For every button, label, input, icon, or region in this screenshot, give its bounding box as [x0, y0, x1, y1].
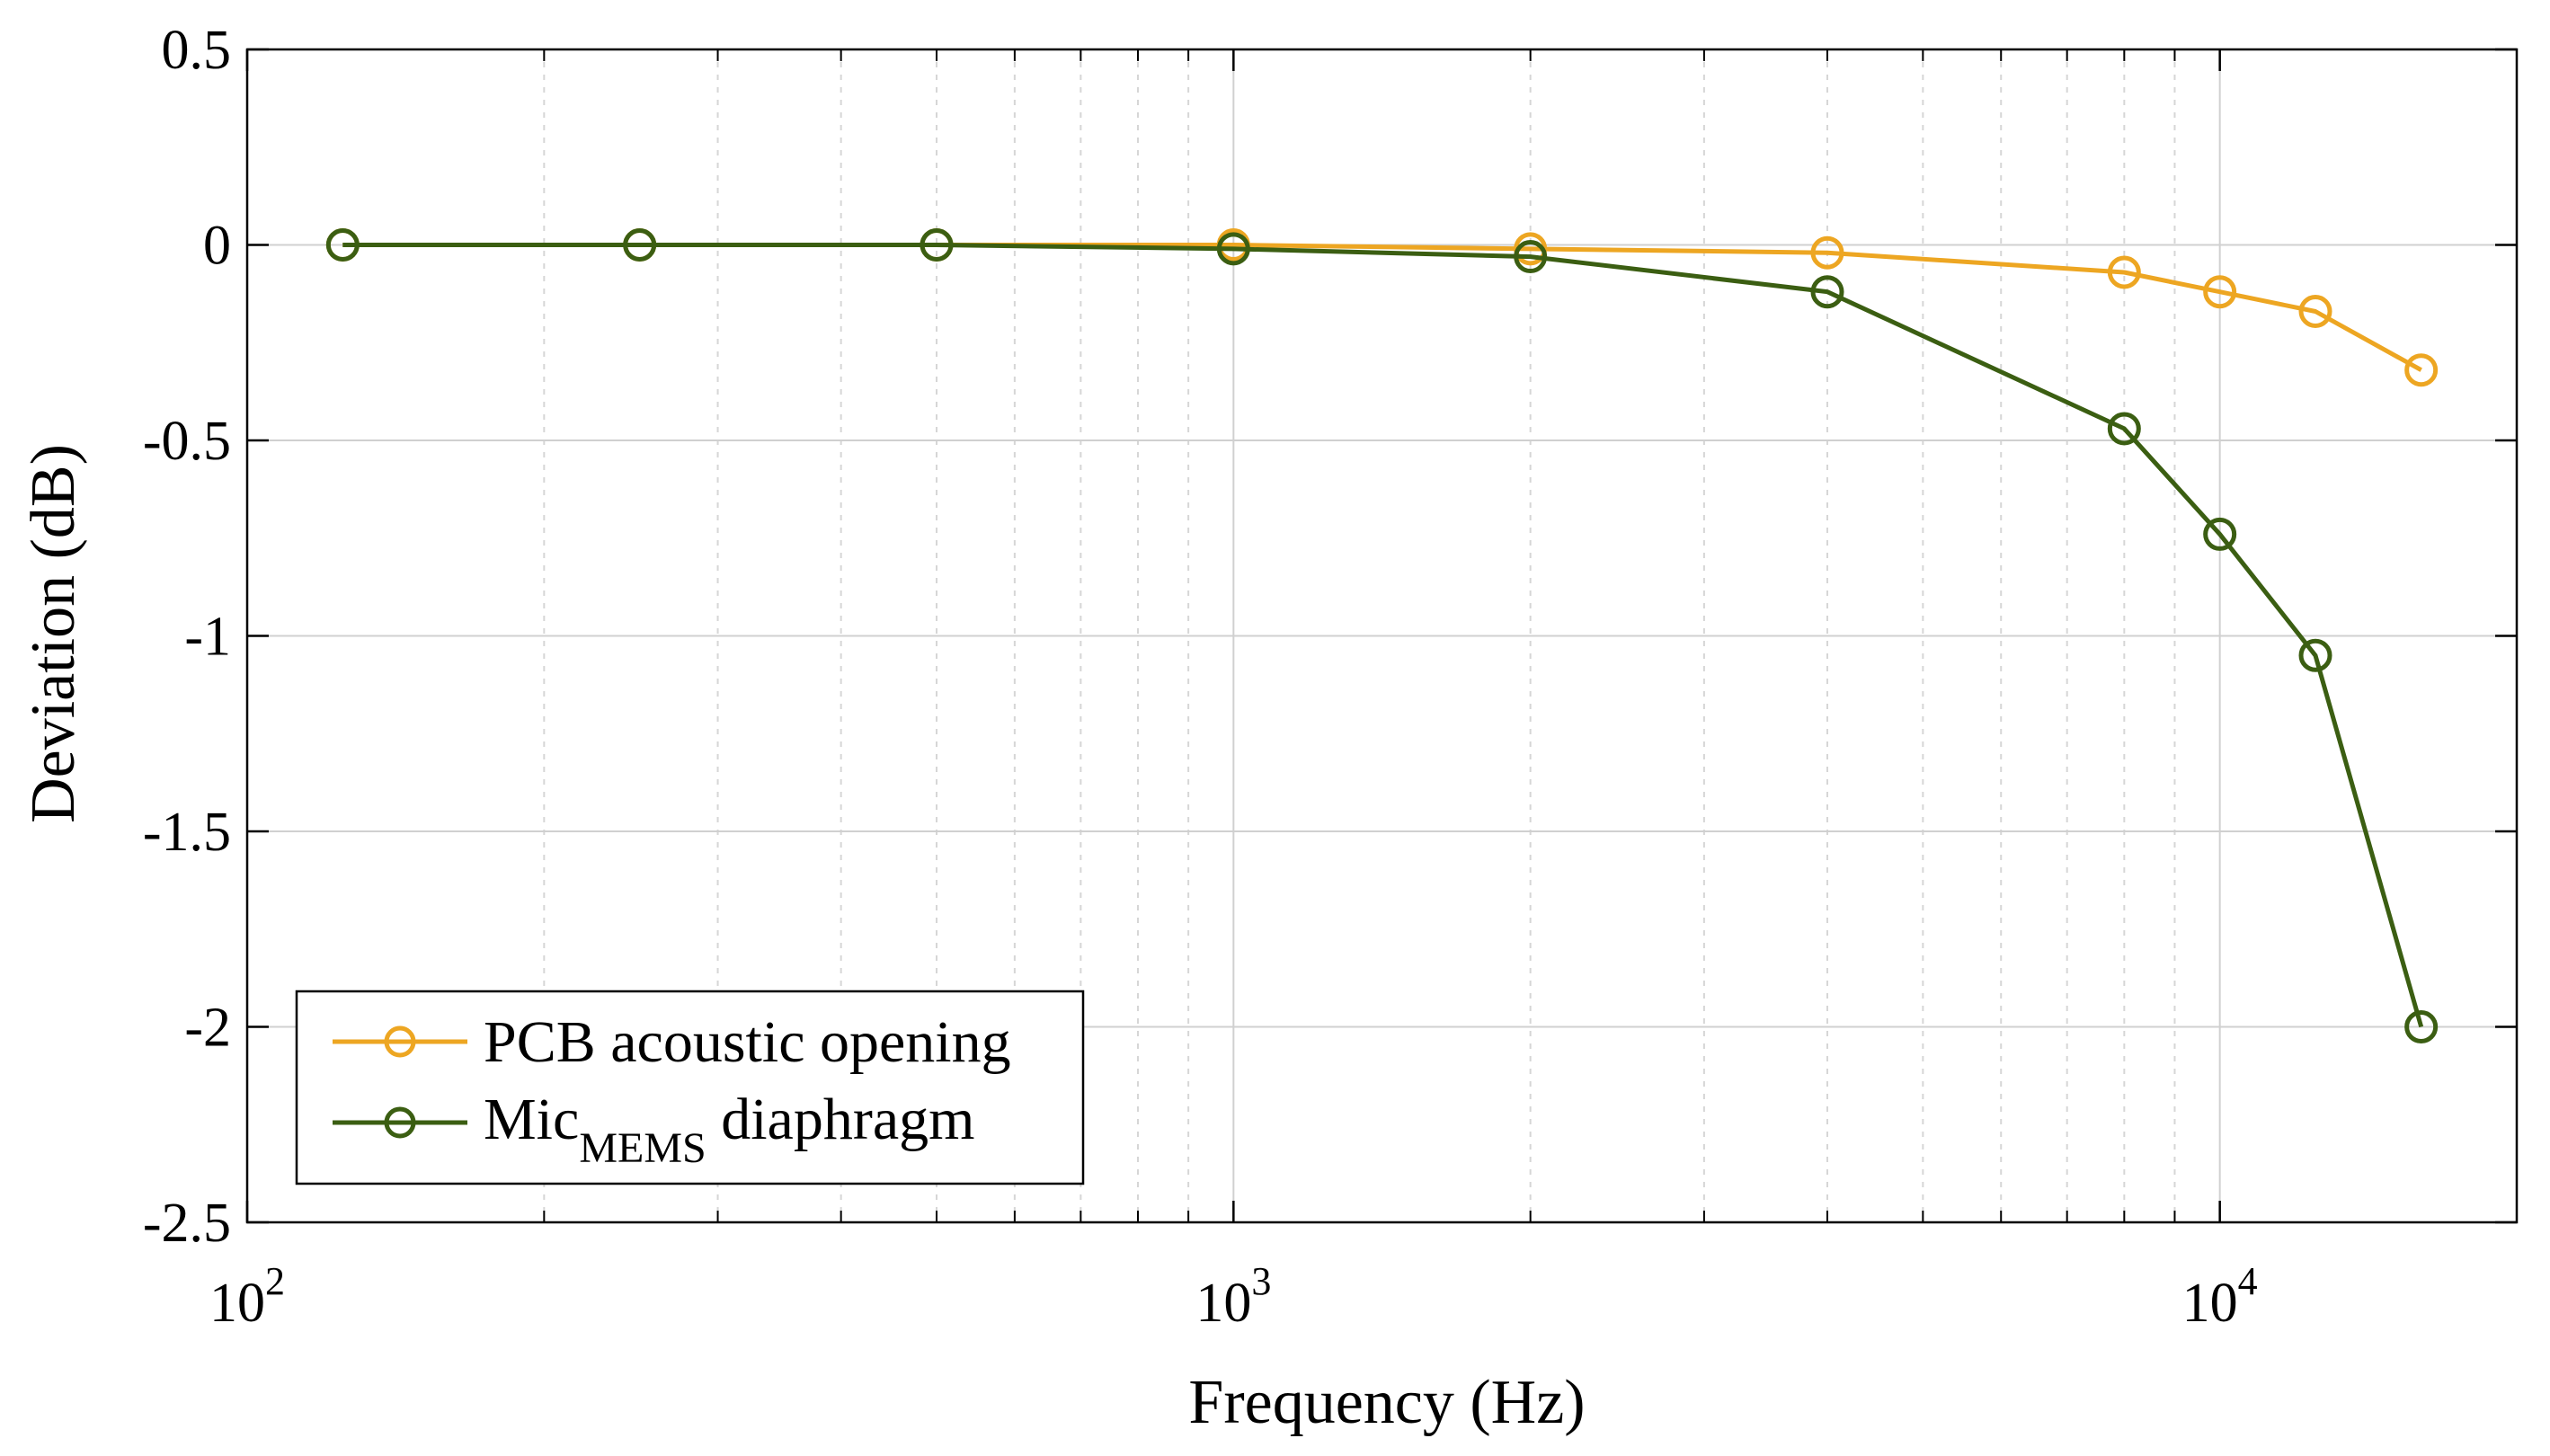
y-tick-label: -0.5	[143, 411, 231, 472]
x-axis-label: Frequency (Hz)	[1188, 1368, 1585, 1437]
data-point	[2203, 517, 2237, 551]
data-point	[623, 228, 657, 262]
series-line	[342, 243, 2424, 1028]
data-point	[2404, 1010, 2439, 1043]
data-point	[1216, 232, 1250, 266]
x-tick-label-exponent: 2	[265, 1259, 285, 1303]
y-tick-labels: 0.5 0 -0.5 -1 -1.5 -2 -2.5	[143, 20, 231, 1254]
x-tick-label-base: 10	[209, 1273, 265, 1334]
data-point	[2404, 353, 2439, 387]
x-tick-label: 103	[1195, 1259, 1271, 1334]
y-tick-label: -2.5	[143, 1193, 231, 1254]
x-tick-label-exponent: 3	[1251, 1259, 1271, 1303]
legend-marker-mic	[384, 1106, 416, 1139]
legend: PCB acoustic opening MicMEMS diaphragm	[295, 990, 1085, 1185]
data-point	[1810, 275, 1844, 309]
y-tick-label: -1	[184, 607, 231, 668]
data-point	[1810, 235, 1844, 270]
data-point	[2107, 255, 2141, 289]
legend-marker-pcb	[384, 1025, 416, 1058]
x-tick-label: 104	[2182, 1259, 2258, 1334]
data-point	[2298, 638, 2332, 672]
y-axis-label: Deviation (dB)	[19, 444, 88, 823]
x-tick-label-base: 10	[1195, 1273, 1251, 1334]
series-layer	[325, 228, 2439, 1043]
legend-label-pcb: PCB acoustic opening	[484, 1009, 1011, 1075]
x-tick-labels: 102 103 104	[209, 1259, 2258, 1334]
y-tick-label: 0	[203, 216, 231, 277]
y-tick-label: 0.5	[162, 20, 232, 81]
legend-label-mic-rest: diaphragm	[706, 1087, 975, 1152]
x-tick-label-exponent: 4	[2238, 1259, 2258, 1303]
legend-label-mic: MicMEMS diaphragm	[484, 1087, 974, 1172]
data-point	[920, 228, 954, 262]
tick-marks	[245, 48, 2518, 1224]
series-line	[342, 243, 2422, 372]
x-tick-label-base: 10	[2182, 1273, 2238, 1334]
x-tick-label: 102	[209, 1259, 285, 1334]
y-tick-label: -1.5	[143, 802, 231, 863]
y-tick-label: -2	[184, 998, 231, 1059]
series-2	[325, 228, 2439, 1043]
legend-box	[295, 990, 1085, 1185]
data-point	[325, 228, 360, 262]
data-point	[2107, 412, 2141, 446]
data-point	[2203, 275, 2237, 309]
legend-label-mic-main: Mic	[484, 1087, 579, 1152]
data-point	[1514, 240, 1548, 274]
data-point	[2298, 294, 2332, 328]
legend-label-mic-sub: MEMS	[579, 1124, 706, 1172]
